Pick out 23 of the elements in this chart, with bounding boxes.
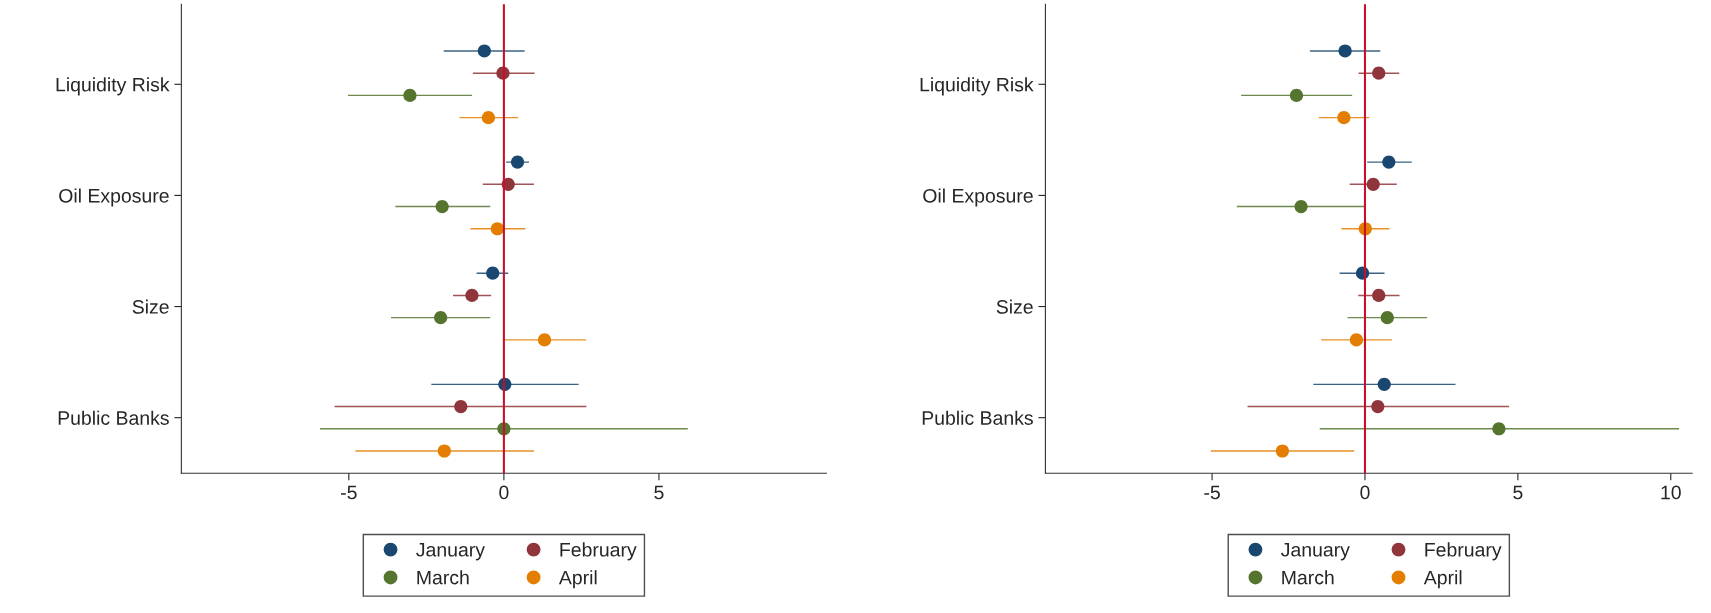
legend-label: March [417,570,469,585]
y-tick-label: Liquidity Risk [920,77,1034,96]
x-tick-label: 0 [1360,485,1370,500]
legend-label: January [416,543,485,561]
legend-label: April [1423,570,1462,589]
legend-label: April [558,570,597,589]
x-tick-label: 5 [654,485,664,500]
legend-label: February [560,542,637,561]
legend-label: February [1425,542,1502,561]
y-tick-label: Oil Exposure [923,188,1033,207]
y-tick-label: Public Banks [922,410,1033,425]
x-tick-label: 10 [1661,485,1681,500]
legend-label: March [1282,570,1334,585]
y-tick-label: Size [132,299,169,314]
y-tick-label: Size [996,299,1033,314]
y-tick-label: Liquidity Risk [56,77,170,96]
legend-label: January [1281,543,1350,561]
y-tick-label: Oil Exposure [59,188,169,207]
x-tick-label: 0 [499,485,509,500]
y-tick-label: Public Banks [58,410,169,425]
x-tick-label: 5 [1513,485,1523,500]
x-tick-label: -5 [341,485,357,500]
x-tick-label: -5 [1204,485,1220,500]
